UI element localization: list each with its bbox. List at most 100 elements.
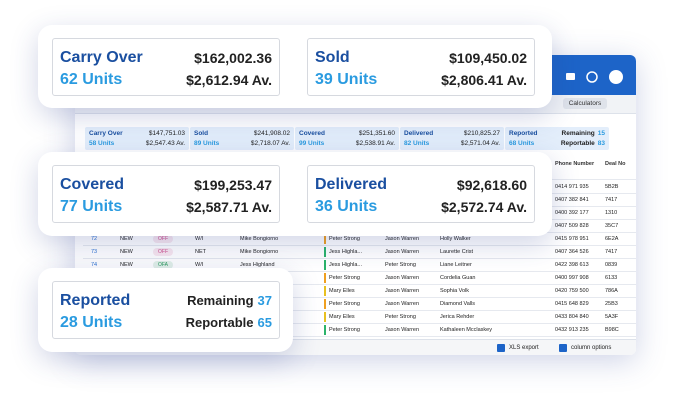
summary-total: $210,825.27 — [463, 130, 500, 137]
stat-units: 77 Units — [60, 198, 123, 215]
stat-label: Reported — [60, 292, 131, 309]
manager-bar — [324, 312, 326, 322]
salesperson: Mike Bongiorno — [240, 249, 279, 255]
row-id: 74 — [91, 262, 98, 268]
customer: Sophia Volk — [440, 288, 470, 294]
manager-bar — [324, 234, 326, 244]
stat-total: $109,450.02 — [449, 50, 527, 66]
phone: 0407 509 828 — [555, 223, 589, 229]
manager: Peter Strong — [329, 301, 360, 307]
summary-label: Carry Over — [89, 130, 123, 137]
stat-box: Delivered 36 Units $92,618.60 $2,572.74 Av. — [307, 165, 535, 223]
column-options-button[interactable]: column options — [571, 345, 612, 351]
reportable-label: Reportable — [560, 140, 595, 147]
manager: Jess Highla... — [329, 249, 363, 255]
phone: 0422 398 613 — [555, 262, 589, 268]
summary-total: $241,908.02 — [253, 130, 290, 137]
calculators-button[interactable]: Calculators — [563, 98, 607, 109]
manager: Mary Elles — [329, 288, 355, 294]
stat-units: 36 Units — [315, 198, 378, 215]
xls-export-button[interactable]: XLS export — [509, 345, 539, 351]
customer: Holly Walker — [440, 236, 471, 242]
row-line — [83, 323, 636, 324]
row-line — [83, 336, 636, 337]
person: Jason Warren — [385, 236, 420, 242]
deal-no: 5A3F — [605, 314, 619, 320]
summary-card: Reported 28 Units Remaining 37 Reportable 65 — [38, 268, 293, 352]
person: Jason Warren — [385, 301, 420, 307]
stat-box: Sold 39 Units $109,450.02 $2,806.41 Av. — [307, 38, 535, 96]
deal-no: 6133 — [605, 275, 618, 281]
phone: 0415 978 951 — [555, 236, 589, 242]
manager-bar — [324, 273, 326, 283]
summary-units: 68 Units — [509, 140, 535, 147]
stat-box: Covered 77 Units $199,253.47 $2,587.71 Av. — [52, 165, 280, 223]
deal-no: 7417 — [605, 249, 618, 255]
stat-total: $92,618.60 — [456, 177, 527, 193]
summary-box: Covered 99 Units $251,351.60 $2,538.91 Av. — [295, 127, 399, 150]
tag-pill: OFA — [153, 261, 174, 269]
stat-reportable: Reportable 65 — [186, 315, 272, 330]
row-line — [83, 310, 636, 311]
manager: Peter Strong — [329, 327, 360, 333]
phone: 0420 759 500 — [555, 288, 589, 294]
manager: Peter Strong — [329, 236, 360, 242]
summary-label: Sold — [194, 130, 209, 137]
summary-card: Covered 77 Units $199,253.47 $2,587.71 Av. D… — [38, 152, 552, 236]
remaining-value: 15 — [597, 130, 605, 137]
salesperson: Mike Bongiorno — [240, 236, 279, 242]
summary-remaining: Remaining 15 — [562, 130, 605, 137]
summary-average: $2,547.43 Av. — [145, 140, 185, 147]
status: NEW — [120, 236, 133, 242]
stat-label: Delivered — [315, 176, 388, 193]
reportable-value: 65 — [257, 315, 272, 330]
phone: 0407 382 841 — [555, 197, 589, 203]
stat-box: Reported 28 Units Remaining 37 Reportable 65 — [52, 281, 280, 339]
deal-no: 6E2A — [605, 236, 619, 242]
customer: Jerica Rehder — [440, 314, 475, 320]
customer: Diamond Valls — [440, 301, 476, 307]
header-deal: Deal No — [605, 161, 626, 167]
manager: Jess Highla... — [329, 262, 363, 268]
tag-pill: OFF — [153, 235, 173, 243]
row-line — [83, 284, 636, 285]
phone: 0400 392 177 — [555, 210, 589, 216]
deal-no: 1310 — [605, 210, 618, 216]
type: W/I — [195, 236, 204, 242]
summary-units: 58 Units — [89, 140, 115, 147]
manager: Mary Elles — [329, 314, 355, 320]
deal-no: 0839 — [605, 262, 618, 268]
remaining-label: Remaining — [187, 293, 254, 308]
summary-box: Carry Over 58 Units $147,751.03 $2,547.43 A… — [85, 127, 189, 150]
customer: Kathaleen Mcclaskey — [440, 327, 492, 333]
remaining-value: 37 — [257, 293, 272, 308]
phone: 0400 997 908 — [555, 275, 589, 281]
deal-no: 25B3 — [605, 301, 618, 307]
person: Peter Strong — [385, 262, 416, 268]
deal-no: 786A — [605, 288, 618, 294]
row-line — [83, 271, 636, 272]
summary-label: Covered — [299, 130, 326, 137]
phone: 0414 971 935 — [555, 184, 589, 190]
customer: Cordelia Guan — [440, 275, 476, 281]
deal-no: 35C7 — [605, 223, 619, 229]
deal-no: 7417 — [605, 197, 618, 203]
manager-bar — [324, 299, 326, 309]
xls-icon — [497, 344, 505, 352]
type: W/I — [195, 262, 204, 268]
summary-label: Reported — [509, 130, 538, 137]
stat-remaining: Remaining 37 — [187, 293, 272, 308]
remaining-label: Remaining — [561, 130, 595, 137]
stat-average: $2,612.94 Av. — [186, 72, 272, 88]
stat-average: $2,572.74 Av. — [441, 199, 527, 215]
manager-bar — [324, 286, 326, 296]
summary-reportable: Reportable 83 — [561, 140, 605, 147]
columns-icon — [559, 344, 567, 352]
summary-box: Reported 68 Units Remaining 15 Reportable 83 — [505, 127, 609, 150]
person: Jason Warren — [385, 288, 420, 294]
person: Jason Warren — [385, 275, 420, 281]
summary-average: $2,718.07 Av. — [250, 140, 290, 147]
tag-pill: OFF — [153, 248, 173, 256]
stat-label: Covered — [60, 176, 125, 193]
